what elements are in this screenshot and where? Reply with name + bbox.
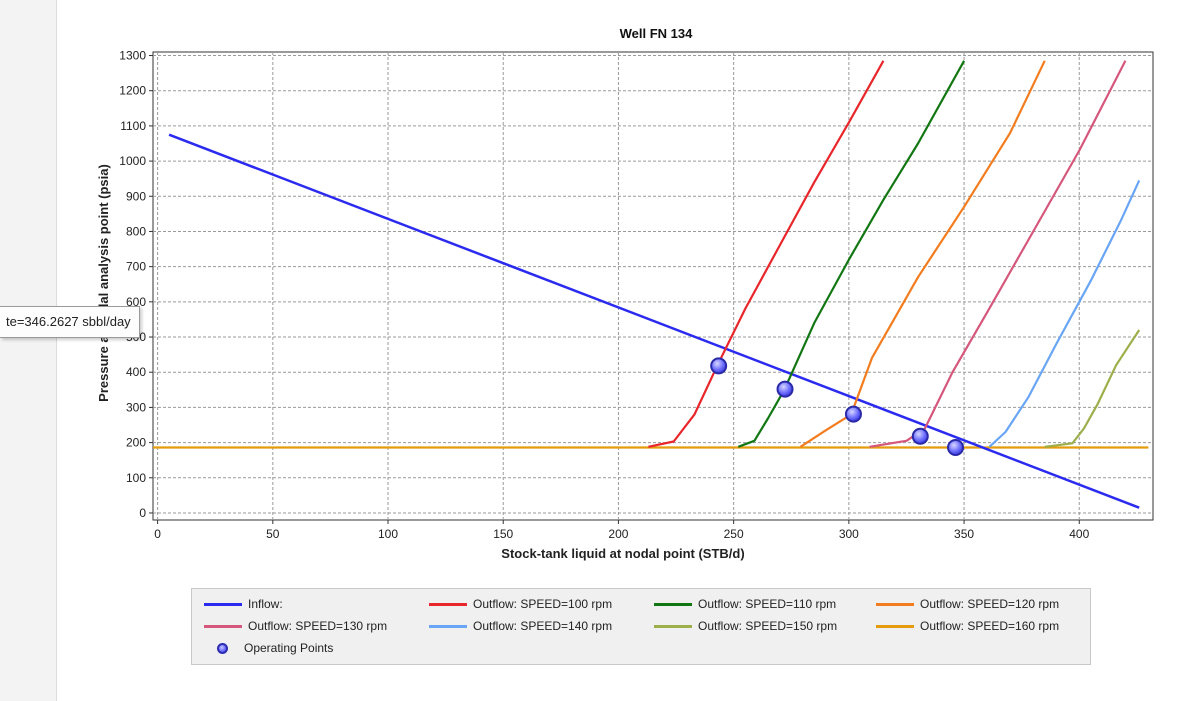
legend-label: Outflow: SPEED=100 rpm [473, 597, 613, 611]
legend-label: Outflow: SPEED=120 rpm [920, 597, 1060, 611]
x-tick-label: 100 [378, 527, 398, 541]
legend-item-operating-points: Operating Points [204, 641, 333, 655]
operating-point [911, 427, 929, 445]
series-lines [153, 60, 1149, 509]
operating-points [710, 357, 965, 457]
legend-item: Outflow: SPEED=110 rpm [654, 597, 836, 611]
y-tick-label: 1100 [120, 119, 146, 133]
hover-tooltip: te=346.2627 sbbl/day [0, 306, 140, 338]
y-tick-label: 800 [126, 224, 146, 238]
legend-label: Outflow: SPEED=140 rpm [473, 619, 613, 633]
y-tick-label: 900 [126, 189, 146, 203]
operating-point [776, 380, 794, 398]
legend-swatch [429, 624, 467, 628]
legend-swatch [204, 602, 242, 606]
y-tick-label: 300 [126, 400, 146, 414]
y-tick-label: 400 [126, 365, 146, 379]
operating-point [844, 405, 862, 423]
series-line-outflow-speed-150-rpm [1044, 329, 1141, 448]
legend-label: Outflow: SPEED=110 rpm [698, 597, 837, 611]
axis-ticks: 0501001502002503003504000100200300400500… [119, 49, 1089, 541]
x-tick-label: 200 [608, 527, 628, 541]
legend-swatch [876, 602, 914, 606]
y-tick-label: 100 [126, 471, 146, 485]
legend-label: Operating Points [244, 641, 334, 655]
y-tick-label: 1300 [119, 49, 146, 63]
x-tick-label: 0 [154, 527, 161, 541]
legend-item: Outflow: SPEED=100 rpm [429, 597, 612, 611]
tooltip-text: te=346.2627 sbbl/day [6, 314, 131, 329]
legend-item: Outflow: SPEED=130 rpm [204, 619, 387, 633]
x-tick-label: 350 [954, 527, 974, 541]
legend-swatch [654, 602, 692, 606]
legend-item: Inflow: [204, 597, 283, 611]
chart-legend: Inflow: Outflow: SPEED=100 rpm Outflow: SP… [191, 588, 1091, 665]
grid [153, 52, 1153, 520]
chart-title: Well FN 134 [620, 26, 694, 41]
operating-point [710, 357, 728, 375]
legend-item: Outflow: SPEED=160 rpm [876, 619, 1059, 633]
legend-item: Outflow: SPEED=150 rpm [654, 619, 837, 633]
x-tick-label: 250 [724, 527, 744, 541]
x-axis-title: Stock-tank liquid at nodal point (STB/d) [501, 546, 744, 561]
x-tick-label: 50 [266, 527, 280, 541]
legend-label: Inflow: [248, 597, 283, 611]
legend-swatch [204, 624, 242, 628]
y-tick-label: 1200 [119, 84, 146, 98]
legend-label: Outflow: SPEED=160 rpm [920, 619, 1060, 633]
y-tick-label: 1000 [119, 154, 146, 168]
y-tick-label: 600 [126, 295, 146, 309]
legend-marker [217, 642, 228, 654]
left-panel-strip [0, 0, 57, 701]
series-line-outflow-speed-110-rpm [737, 60, 966, 448]
legend-label: Outflow: SPEED=150 rpm [698, 619, 838, 633]
x-tick-label: 300 [839, 527, 859, 541]
x-tick-label: 400 [1069, 527, 1089, 541]
legend-swatch [429, 602, 467, 606]
legend-item: Outflow: SPEED=120 rpm [876, 597, 1059, 611]
y-axis-title: Pressure at nodal analysis point (psia) [96, 164, 111, 402]
legend-item: Outflow: SPEED=140 rpm [429, 619, 612, 633]
y-tick-label: 200 [126, 436, 146, 450]
x-tick-label: 150 [493, 527, 513, 541]
legend-swatch [654, 624, 692, 628]
legend-label: Outflow: SPEED=130 rpm [248, 619, 388, 633]
series-line-outflow-speed-100-rpm [648, 60, 885, 448]
series-line-inflow [168, 133, 1140, 509]
operating-point [947, 439, 965, 457]
legend-swatch [876, 624, 914, 628]
plot-area [152, 51, 1154, 521]
y-tick-label: 700 [126, 260, 146, 274]
y-tick-label: 0 [139, 506, 146, 520]
series-line-outflow-speed-120-rpm [799, 60, 1046, 448]
series-line-outflow-speed-140-rpm [988, 179, 1141, 448]
series-line-outflow-speed-130-rpm [869, 60, 1127, 448]
